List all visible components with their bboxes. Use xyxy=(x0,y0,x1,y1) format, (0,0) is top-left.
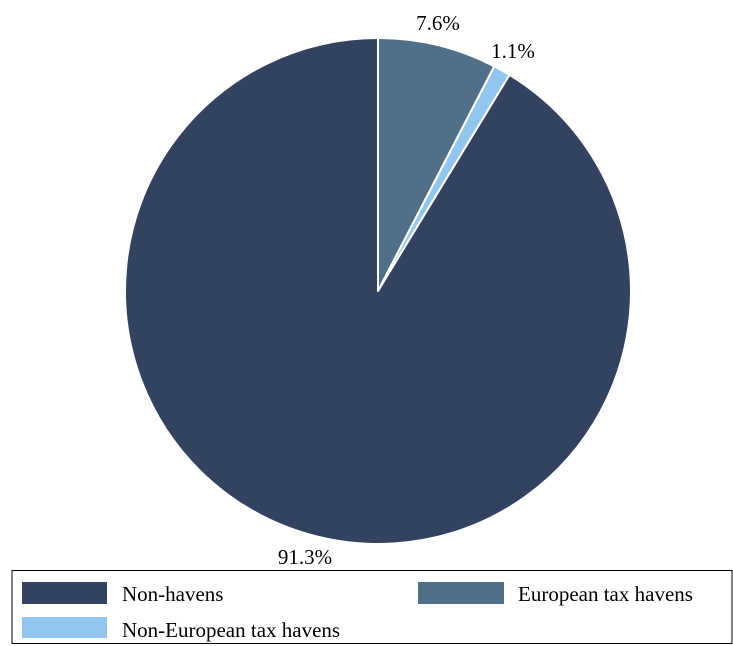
pie-slices xyxy=(123,37,632,545)
pie-value-labels: 7.6% 1.1% 91.3% xyxy=(278,11,535,569)
data-label-european-tax-havens: 7.6% xyxy=(416,11,460,35)
pie-slice-european-tax-havens xyxy=(377,37,496,292)
data-label-non-havens: 91.3% xyxy=(278,545,332,569)
legend-swatch-non-havens xyxy=(22,582,107,604)
legend-label-non-european-tax-havens: Non-European tax havens xyxy=(122,618,340,642)
pie-slice-non-havens xyxy=(123,37,632,545)
legend-label-european-tax-havens: European tax havens xyxy=(518,582,693,606)
data-label-non-european-tax-havens: 1.1% xyxy=(491,39,535,63)
legend-label-non-havens: Non-havens xyxy=(122,582,223,606)
legend-swatch-european-tax-havens xyxy=(418,582,504,604)
legend-swatch-non-european-tax-havens xyxy=(22,617,107,638)
legend-frame xyxy=(11,570,733,644)
legend: Non-havens European tax havens Non-Europ… xyxy=(11,570,733,644)
